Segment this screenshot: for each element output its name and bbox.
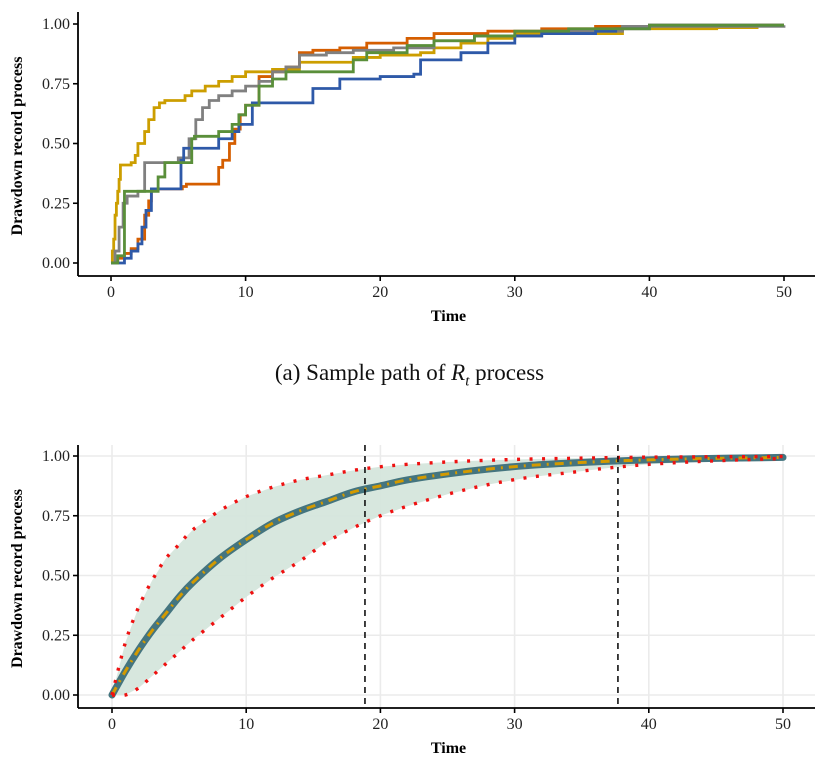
x-tick-label: 0 [108, 716, 116, 733]
x-tick-label: 40 [641, 284, 657, 301]
y-tick-label: 0.50 [42, 568, 70, 585]
figure-caption: (a) Sample path of Rt process [0, 360, 819, 391]
y-tick-label: 0.50 [42, 136, 70, 153]
y-tick-label: 0.25 [42, 195, 70, 212]
panel-a: 0 10 20 30 40 50 0.00 0.25 0.50 0.75 1.00 Time Drawd… [9, 12, 815, 325]
y-axis-title: Drawdown record process [9, 489, 26, 668]
caption-subscript: t [465, 373, 470, 390]
y-tick-label: 0.25 [42, 627, 70, 644]
x-tick-label: 10 [238, 284, 254, 301]
x-tick-label: 20 [372, 284, 388, 301]
x-tick-label: 10 [238, 716, 254, 733]
x-tick-label: 40 [641, 716, 657, 733]
caption-prefix: (a) Sample path of [274, 360, 452, 385]
x-tick-label: 50 [775, 716, 791, 733]
series-path-green [111, 23, 784, 265]
series-path-blue [111, 23, 784, 265]
x-tick-label: 50 [776, 284, 792, 301]
y-tick-label: 0.00 [42, 687, 70, 704]
caption-suffix: process [469, 360, 545, 385]
caption-variable: R [451, 360, 466, 385]
series-path-yellow [110, 23, 784, 265]
panel-b: 0 10 20 30 40 50 0.00 0.25 0.50 0.75 1.00 Time Drawd… [9, 445, 815, 757]
y-axis-title: Drawdown record process [9, 57, 26, 236]
series-theoretical [110, 455, 784, 696]
y-tick-label: 1.00 [42, 448, 70, 465]
x-axis-title: Time [431, 308, 466, 325]
y-tick-label: 0.75 [42, 508, 70, 525]
x-tick-label: 20 [372, 716, 388, 733]
x-tick-label: 30 [507, 716, 523, 733]
y-tick-label: 0.75 [42, 76, 70, 93]
y-tick-label: 1.00 [42, 16, 70, 33]
x-axis-title: Time [431, 740, 466, 757]
series-lower-band [111, 456, 784, 698]
x-tick-label: 0 [107, 284, 115, 301]
y-tick-label: 0.00 [42, 255, 70, 272]
x-tick-label: 30 [507, 284, 523, 301]
